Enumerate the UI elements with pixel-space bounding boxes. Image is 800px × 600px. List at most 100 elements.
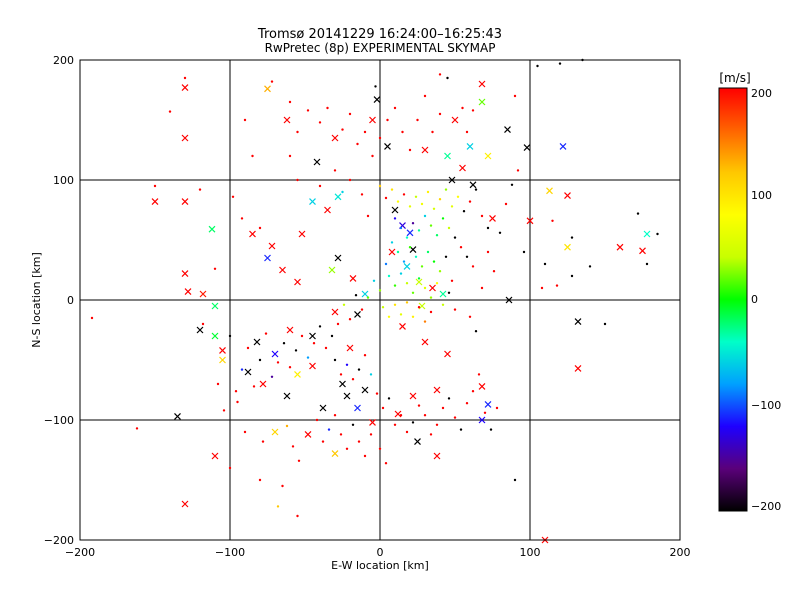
data-point-x <box>373 96 381 104</box>
data-point-dot <box>296 514 299 518</box>
data-point-dot <box>477 373 481 376</box>
data-point-dot <box>399 272 403 275</box>
data-point-x <box>211 452 219 460</box>
data-point-dot <box>318 184 322 188</box>
data-point-dot <box>306 109 310 112</box>
data-point-dot <box>429 310 433 314</box>
data-point-dot <box>369 433 373 436</box>
data-point-dot <box>536 64 539 68</box>
data-point-dot <box>456 195 460 198</box>
data-point-dot <box>281 484 284 488</box>
data-point-dot <box>426 250 430 254</box>
data-point-dot <box>399 414 403 417</box>
data-point-x <box>181 198 189 206</box>
data-point-dot <box>387 397 391 400</box>
data-point-dot <box>405 282 409 285</box>
data-point-dot <box>558 62 562 65</box>
data-point-dot <box>258 358 262 362</box>
data-point-dot <box>318 325 322 328</box>
data-point-x <box>219 356 226 364</box>
data-point-x <box>286 326 294 334</box>
data-point-dot <box>258 478 262 482</box>
x-tick-label: 100 <box>520 546 541 559</box>
data-point-dot <box>363 354 367 357</box>
data-point-dot <box>645 262 649 266</box>
data-point-dot <box>282 342 286 345</box>
data-point-x <box>339 380 346 388</box>
data-point-x <box>343 392 351 400</box>
y-tick-label: −100 <box>44 414 74 427</box>
data-point-dot <box>386 118 389 122</box>
data-point-dot <box>399 226 403 230</box>
data-point-dot <box>423 320 427 323</box>
data-point-dot <box>450 279 454 282</box>
data-point-x <box>421 338 429 346</box>
data-point-x <box>448 176 456 184</box>
data-point-x <box>564 192 571 200</box>
data-point-dot <box>411 315 415 318</box>
data-point-dot <box>450 205 454 208</box>
data-point-x <box>399 322 406 330</box>
data-point-x <box>418 302 426 310</box>
data-point-x <box>294 370 301 378</box>
data-point-x <box>391 206 399 214</box>
data-point-dot <box>453 308 457 311</box>
data-point-dot <box>387 274 391 278</box>
data-point-dot <box>333 169 337 172</box>
data-point-x <box>478 382 486 390</box>
data-point-dot <box>315 418 319 422</box>
data-point-dot <box>341 190 344 194</box>
data-point-x <box>429 284 436 292</box>
data-point-x <box>268 242 276 250</box>
data-point-dot <box>405 236 409 239</box>
data-point-dot <box>465 130 469 134</box>
data-point-x <box>415 278 423 286</box>
colorbar-tick-label: −100 <box>751 399 781 412</box>
data-point-x <box>331 308 339 316</box>
data-point-x <box>478 416 486 424</box>
data-point-dot <box>417 306 421 309</box>
data-point-dot <box>288 366 292 369</box>
data-point-x <box>444 152 451 160</box>
data-point-dot <box>264 332 268 335</box>
data-point-dot <box>402 193 406 196</box>
data-point-dot <box>420 265 424 268</box>
data-point-x <box>466 142 474 150</box>
data-point-dot <box>371 154 374 158</box>
colorbar-tick-label: −200 <box>751 500 781 513</box>
data-point-dot <box>351 378 355 381</box>
data-point-x <box>478 98 486 106</box>
data-point-dot <box>474 188 478 191</box>
data-point-x <box>151 198 159 206</box>
data-point-x <box>369 116 376 124</box>
data-point-dot <box>522 250 526 254</box>
data-point-x <box>388 248 396 256</box>
data-point-dot <box>372 279 376 282</box>
data-point-dot <box>405 301 409 304</box>
data-point-dot <box>336 322 340 326</box>
data-point-dot <box>291 445 295 448</box>
data-point-x <box>184 288 192 296</box>
plot-frame <box>79 59 681 541</box>
data-point-dot <box>363 130 367 134</box>
data-point-dot <box>297 459 301 462</box>
data-point-dot <box>414 255 418 258</box>
data-point-x <box>334 193 342 201</box>
data-point-x <box>196 326 204 334</box>
data-point-dot <box>468 315 472 318</box>
data-point-x <box>439 290 447 298</box>
data-point-dot <box>374 85 377 88</box>
data-point-x <box>298 230 306 238</box>
data-point-dot <box>540 286 544 290</box>
data-point-x <box>181 270 189 278</box>
data-point-dot <box>474 330 478 333</box>
data-point-dot <box>345 447 349 450</box>
data-point-dot <box>327 428 331 431</box>
data-point-dot <box>330 334 334 338</box>
data-point-dot <box>405 430 409 434</box>
data-point-dot <box>381 406 385 410</box>
data-point-dot <box>321 440 325 443</box>
data-point-dot <box>153 184 157 188</box>
data-point-dot <box>216 382 220 386</box>
